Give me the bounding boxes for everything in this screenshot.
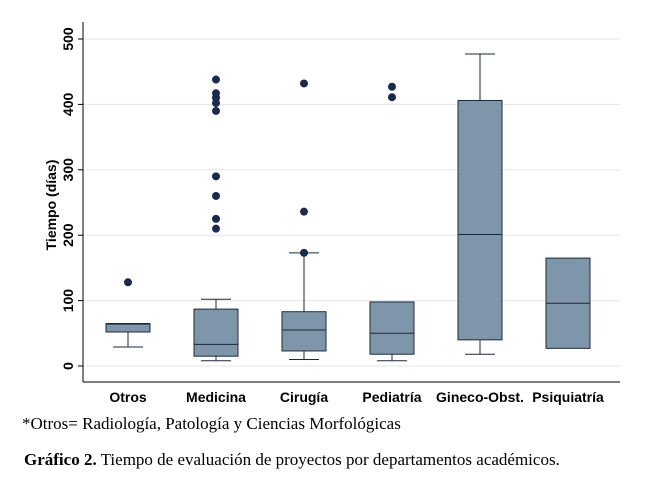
outlier-point: [124, 278, 132, 287]
box-group-5: [457, 53, 503, 355]
outlier-point: [212, 106, 220, 115]
box-group-1: [105, 278, 151, 348]
y-axis-title: Tiempo (días): [43, 160, 59, 251]
box-group-3: [281, 79, 327, 360]
box: [105, 322, 151, 333]
footnote: *Otros= Radiología, Patología y Ciencias…: [22, 414, 401, 433]
boxplot-chart: 0 100 200 300 400 500 Otros Medicina Cirugía Pedi…: [43, 22, 620, 405]
box: [281, 311, 327, 352]
box-group-6: [545, 257, 591, 349]
outlier-point: [300, 248, 308, 257]
x-tick-label: Psiquiatría: [532, 389, 604, 405]
outlier-point: [212, 172, 220, 181]
tick-labels: 0 100 200 300 400 500 Otros Medicina Cirugía Pedi…: [60, 27, 604, 405]
outlier-point: [300, 207, 308, 216]
box: [457, 99, 503, 341]
outlier-point: [212, 214, 220, 223]
outlier-point: [300, 79, 308, 88]
outlier-point: [212, 89, 220, 98]
y-tick-label: 300: [60, 158, 76, 182]
box: [369, 301, 415, 355]
outlier-point: [212, 75, 220, 84]
y-tick-label: 0: [60, 362, 76, 370]
y-tick-label: 400: [60, 93, 76, 117]
y-tick-label: 200: [60, 223, 76, 247]
x-tick-label: Pediatría: [362, 389, 421, 405]
axes: [78, 22, 620, 383]
y-tick-label: 500: [60, 27, 76, 51]
boxes: [105, 53, 591, 362]
box-group-2: [193, 75, 239, 362]
outlier-point: [388, 82, 396, 91]
box-group-4: [369, 82, 415, 362]
x-tick-label: Cirugía: [280, 389, 328, 405]
grid-lines: [83, 38, 620, 367]
y-tick-label: 100: [60, 289, 76, 313]
outlier-point: [212, 224, 220, 233]
outlier-point: [388, 93, 396, 102]
box: [193, 308, 239, 357]
x-tick-label: Otros: [109, 389, 147, 405]
figure-caption: Gráfico 2. Tiempo de evaluación de proye…: [24, 450, 560, 470]
x-tick-label: Medicina: [186, 389, 246, 405]
caption-text: Tiempo de evaluación de proyectos por de…: [96, 450, 560, 469]
caption-label: Gráfico 2.: [24, 450, 97, 469]
x-tick-label: Gineco-Obst.: [436, 389, 524, 405]
outlier-point: [212, 191, 220, 200]
